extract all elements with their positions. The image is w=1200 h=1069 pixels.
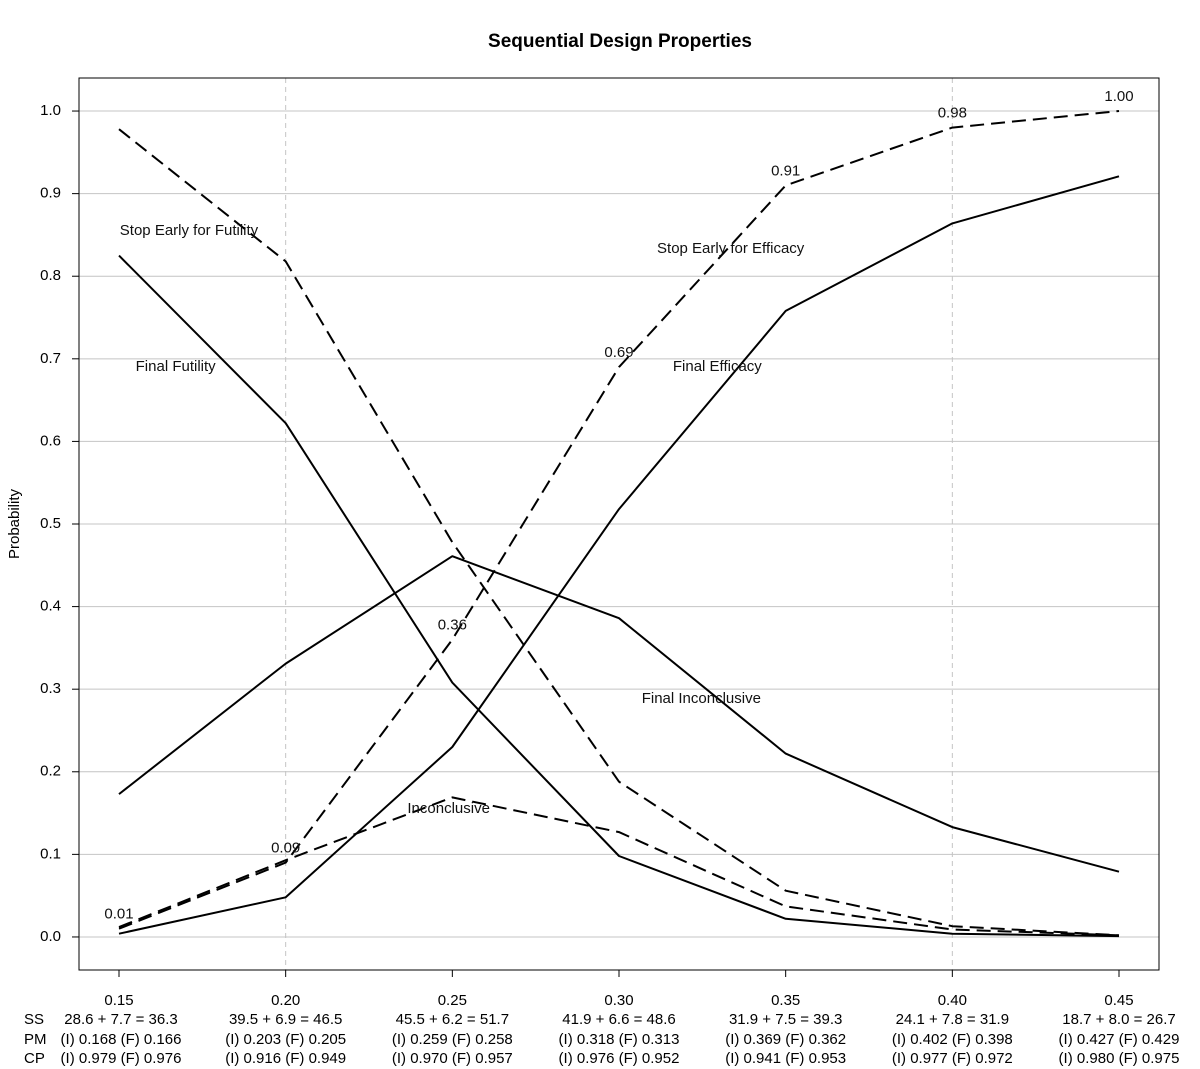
footer-row-label-1: PM	[24, 1031, 47, 1048]
footer-cell-1-6: (I) 0.427 (F) 0.429	[1059, 1031, 1180, 1048]
y-axis-label: Probability	[6, 488, 23, 559]
point-label-4: 0.91	[771, 162, 800, 179]
y-tick-label-6: 0.6	[40, 432, 61, 449]
series-line-2	[118, 110, 1120, 930]
footer-table: SS 28.6 + 7.7 = 36.3 39.5 + 6.9 = 46.5 45.5…	[24, 1011, 1179, 1067]
y-tick-label-1: 0.1	[40, 845, 61, 862]
x-tick-label-4: 0.35	[771, 992, 800, 1009]
y-tick-label-10: 1.0	[40, 102, 61, 119]
x-tick-label-6: 0.45	[1104, 992, 1133, 1009]
point-label-2: 0.36	[438, 617, 467, 634]
series-line-3	[118, 175, 1120, 935]
series-line-5	[118, 796, 1120, 937]
footer-cell-0-6: 18.7 + 8.0 = 26.7	[1062, 1011, 1175, 1028]
point-label-1: 0.09	[271, 840, 300, 857]
footer-cell-2-5: (I) 0.977 (F) 0.972	[892, 1050, 1013, 1067]
series-layer	[118, 110, 1120, 938]
footer-cell-2-4: (I) 0.941 (F) 0.953	[725, 1050, 846, 1067]
footer-cell-0-0: 28.6 + 7.7 = 36.3	[64, 1011, 177, 1028]
footer-cell-1-5: (I) 0.402 (F) 0.398	[892, 1031, 1013, 1048]
series-label-2: Stop Early for Efficacy	[657, 240, 805, 257]
y-tick-label-2: 0.2	[40, 763, 61, 780]
footer-cell-0-1: 39.5 + 6.9 = 46.5	[229, 1011, 342, 1028]
y-tick-label-9: 0.9	[40, 185, 61, 202]
footer-cell-1-2: (I) 0.259 (F) 0.258	[392, 1031, 513, 1048]
series-line-4	[118, 555, 1120, 873]
footer-cell-0-5: 24.1 + 7.8 = 31.9	[896, 1011, 1009, 1028]
series-label-5: Inconclusive	[407, 800, 490, 817]
y-tick-label-5: 0.5	[40, 515, 61, 532]
label-layer: Stop Early for Futility Final Futility Sto…	[104, 88, 1133, 923]
footer-cell-0-4: 31.9 + 7.5 = 39.3	[729, 1011, 842, 1028]
point-label-5: 0.98	[938, 105, 967, 122]
series-line-0	[118, 128, 1120, 937]
y-tick-label-7: 0.7	[40, 350, 61, 367]
series-label-1: Final Futility	[136, 358, 217, 375]
footer-cell-0-3: 41.9 + 6.6 = 48.6	[562, 1011, 675, 1028]
footer-cell-2-3: (I) 0.976 (F) 0.952	[559, 1050, 680, 1067]
footer-cell-1-3: (I) 0.318 (F) 0.313	[559, 1031, 680, 1048]
x-tick-label-1: 0.20	[271, 992, 300, 1009]
footer-row-label-2: CP	[24, 1050, 45, 1067]
y-tick-label-8: 0.8	[40, 267, 61, 284]
point-label-6: 1.00	[1104, 88, 1133, 105]
axis-layer: 0.0 0.1 0.2 0.3 0.4 0.5 0.6 0.7 0.8 0.9 1.0 0.15 0.2…	[40, 102, 1133, 1009]
point-label-3: 0.69	[604, 344, 633, 361]
footer-cell-1-0: (I) 0.168 (F) 0.166	[61, 1031, 182, 1048]
footer-cell-0-2: 45.5 + 6.2 = 51.7	[396, 1011, 509, 1028]
series-line-1	[118, 254, 1120, 938]
footer-cell-2-2: (I) 0.970 (F) 0.957	[392, 1050, 513, 1067]
point-label-0: 0.01	[104, 906, 133, 923]
x-tick-label-3: 0.30	[604, 992, 633, 1009]
series-label-0: Stop Early for Futility	[120, 222, 259, 239]
x-tick-label-5: 0.40	[938, 992, 967, 1009]
footer-cell-2-1: (I) 0.916 (F) 0.949	[225, 1050, 346, 1067]
y-tick-label-4: 0.4	[40, 598, 61, 615]
chart-title: Sequential Design Properties	[488, 31, 752, 52]
footer-row-label-0: SS	[24, 1011, 44, 1028]
footer-cell-1-1: (I) 0.203 (F) 0.205	[225, 1031, 346, 1048]
footer-cell-2-6: (I) 0.980 (F) 0.975	[1059, 1050, 1180, 1067]
y-tick-label-3: 0.3	[40, 680, 61, 697]
series-label-4: Final Inconclusive	[642, 690, 761, 707]
footer-cell-1-4: (I) 0.369 (F) 0.362	[725, 1031, 846, 1048]
series-label-3: Final Efficacy	[673, 358, 762, 375]
footer-cell-2-0: (I) 0.979 (F) 0.976	[61, 1050, 182, 1067]
y-tick-label-0: 0.0	[40, 928, 61, 945]
x-tick-label-2: 0.25	[438, 992, 467, 1009]
grid-layer	[79, 78, 1159, 970]
x-tick-label-0: 0.15	[104, 992, 133, 1009]
